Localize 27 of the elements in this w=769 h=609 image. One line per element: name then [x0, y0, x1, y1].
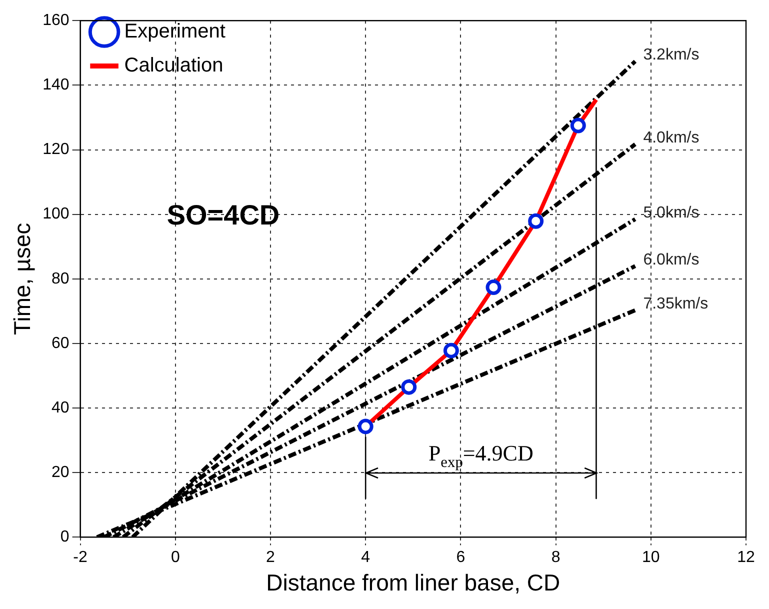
- series-label: 4.0km/s: [643, 130, 700, 147]
- x-tick-label: 12: [737, 549, 755, 566]
- y-tick-label: 140: [42, 76, 70, 94]
- annotation: SO=4CD: [166, 200, 280, 231]
- y-tick-label: 0: [60, 528, 70, 546]
- y-tick-label: 80: [52, 270, 70, 288]
- x-tick-label: 8: [551, 549, 560, 566]
- x-tick-label: 6: [456, 549, 466, 566]
- y-tick-label: 60: [52, 334, 70, 352]
- series-label: 3.2km/s: [643, 46, 700, 64]
- y-axis-title: Time, µsec: [9, 222, 36, 335]
- x-tick-label: 0: [170, 549, 180, 566]
- y-tick-label: 160: [42, 12, 70, 30]
- x-tick-label: -2: [73, 549, 88, 566]
- y-tick-label: 100: [42, 206, 70, 223]
- series-label: 5.0km/s: [643, 204, 700, 222]
- y-tick-label: 20: [52, 464, 70, 482]
- x-axis-title: Distance from liner base, CD: [266, 570, 560, 596]
- x-tick-label: 10: [642, 549, 660, 566]
- y-tick-label: 120: [42, 141, 70, 158]
- legend-label: Experiment: [124, 20, 226, 43]
- series-label: 7.35km/s: [643, 296, 708, 313]
- legend-label: Calculation: [124, 54, 224, 77]
- x-tick-label: 2: [266, 549, 276, 566]
- x-tick-label: 4: [361, 549, 370, 566]
- series-label: 6.0km/s: [643, 251, 700, 268]
- y-tick-label: 40: [52, 399, 70, 416]
